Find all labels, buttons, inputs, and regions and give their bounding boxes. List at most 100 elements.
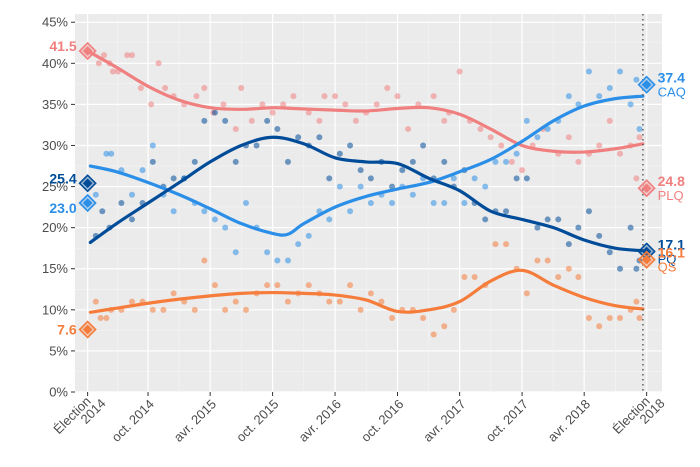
poll-point-plq [373,101,380,108]
poll-point-caq [347,208,354,215]
poll-point-pq [633,265,640,272]
poll-point-plq [101,52,108,59]
poll-point-pq [389,183,396,190]
x-tick-label: avr. 2016 [296,396,344,444]
poll-point-qs [420,315,427,322]
poll-point-plq [316,117,323,124]
poll-point-pq [232,158,239,165]
poll-point-qs [347,282,354,289]
y-tick-label: 40% [42,56,68,71]
poll-point-qs [149,306,156,313]
poll-point-plq [617,150,624,157]
poll-point-caq [201,208,208,215]
poll-point-pq [503,208,510,215]
poll-point-qs [575,273,582,280]
poll-point-pq [336,150,343,157]
poll-point-pq [575,224,582,231]
poll-point-caq [534,134,541,141]
x-tick-label-group: avr. 2016 [296,396,344,444]
poll-point-qs [617,315,624,322]
poll-point-pq [170,175,177,182]
diamond-core [82,178,93,189]
poll-point-caq [232,249,239,256]
poll-point-pq [596,232,603,239]
poll-point-plq [508,158,515,165]
y-tick-label: 0% [49,385,68,400]
poll-point-pq [357,167,364,174]
poll-point-qs [191,306,198,313]
poll-point-qs [170,290,177,297]
poll-point-caq [585,68,592,75]
trend-line-caq [88,94,645,237]
poll-point-caq [295,241,302,248]
poll-point-plq [519,167,526,174]
poll-point-plq [124,52,131,59]
poll-point-caq [108,150,115,157]
end-marker-qs [637,250,656,269]
poll-point-caq [222,224,229,231]
trend-line-qs [88,268,645,314]
poll-point-qs [92,298,99,305]
poll-point-plq [137,84,144,91]
y-tick-label: 15% [42,261,68,276]
poll-point-pq [118,200,125,206]
poll-point-qs [471,273,478,280]
poll-point-pq [128,216,135,223]
poll-point-pq [482,216,489,223]
poll-point-caq [450,175,457,182]
poll-point-caq [128,191,135,198]
poll-point-pq [149,158,156,165]
poll-point-qs [389,315,396,322]
poll-point-caq [575,101,582,108]
poll-point-plq [441,117,448,124]
end-marker-caq [637,75,656,94]
poll-point-plq [342,101,349,108]
poll-point-caq [482,183,489,190]
poll-point-pq [191,158,198,165]
diamond-core [641,183,652,194]
poll-point-caq [565,93,572,100]
poll-point-caq [441,200,448,206]
poll-point-plq [565,134,572,141]
result-markers [78,41,656,339]
poll-point-pq [606,249,613,256]
poll-point-pq [544,216,551,223]
poll-point-plq [487,134,494,141]
poll-point-qs [274,282,281,289]
diamond-core [641,254,652,265]
trend-line-plq [86,49,645,154]
poll-point-pq [534,224,541,231]
y-tick-label: 20% [42,220,68,235]
poll-point-caq [596,93,603,100]
poll-point-qs [367,290,374,297]
poll-point-pq [264,117,271,124]
poll-point-qs [555,273,562,280]
x-tick-label-group: avr. 2017 [420,396,468,444]
poll-point-plq [95,60,102,67]
poll-point-plq [498,142,505,149]
y-axis-ticks: 0% 5% 10% 15% 20% 25% 30% 35% 40% 45% [42,15,75,400]
poll-point-pq [99,208,106,215]
poll-point-qs [378,298,385,305]
poll-point-caq [627,101,634,108]
poll-point-pq [441,158,448,165]
poll-point-caq [92,191,99,198]
poll-point-caq [544,126,551,133]
poll-point-pq [523,175,530,182]
poll-point-caq [242,200,249,206]
poll-point-pq [409,158,416,165]
start-marker-plq [78,41,97,61]
poll-point-qs [430,331,437,338]
poll-point-qs [585,315,592,322]
poll-point-qs [606,315,613,322]
start-label-pq: 25.4 [49,170,76,186]
poll-point-plq [575,158,582,165]
poll-point-plq [596,142,603,149]
poll-point-qs [326,298,333,305]
poll-point-pq [222,117,229,124]
y-tick-label: 10% [42,302,68,317]
end-party-plq: PLQ [658,188,684,203]
poll-point-pq [295,134,302,141]
